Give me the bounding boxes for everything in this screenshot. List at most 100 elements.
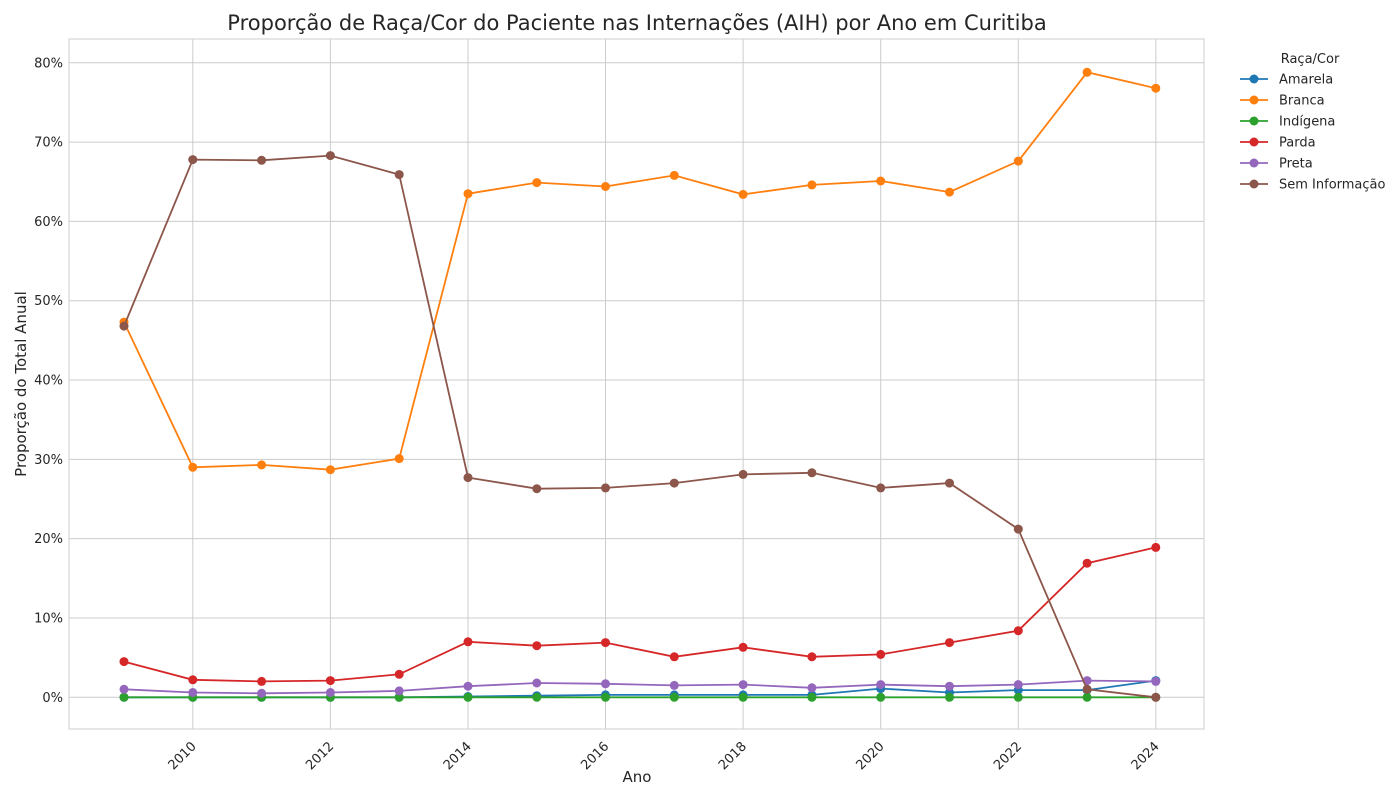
data-point-branca <box>807 180 817 190</box>
data-point-sem-informacao <box>601 483 610 493</box>
data-point-preta <box>601 679 610 689</box>
series-line-branca <box>123 71 1157 471</box>
legend-swatch-marker <box>1249 74 1259 84</box>
legend-label: Indígena <box>1279 115 1335 130</box>
data-point-sem-informacao <box>1013 524 1023 534</box>
data-point-indigena <box>945 692 954 702</box>
data-point-sem-informacao <box>257 155 267 165</box>
data-point-indigena <box>463 692 473 702</box>
x-tick-label: 2016 <box>578 739 612 773</box>
legend-item-amarela: Amarela <box>1240 73 1333 88</box>
data-point-indigena <box>807 692 817 702</box>
x-axis-label: Ano <box>623 768 652 786</box>
data-point-preta <box>532 678 542 688</box>
data-point-sem-informacao <box>876 483 886 493</box>
y-axis-label: Proporção do Total Anual <box>12 291 30 477</box>
chart-title: Proporção de Raça/Cor do Paciente nas In… <box>227 11 1046 35</box>
x-tick-label: 2014 <box>441 739 475 773</box>
data-point-branca <box>876 176 886 186</box>
data-point-sem-informacao <box>463 473 473 483</box>
data-point-sem-informacao <box>119 321 129 331</box>
data-point-preta <box>188 688 198 697</box>
data-point-parda <box>601 638 610 648</box>
data-point-parda <box>945 638 954 648</box>
data-point-branca <box>1082 67 1092 77</box>
data-point-preta <box>257 688 267 698</box>
data-point-branca <box>601 182 610 191</box>
data-point-parda <box>188 675 198 685</box>
legend-item-sem-informacao: Sem Informação <box>1240 178 1386 193</box>
data-point-parda <box>876 649 886 659</box>
y-axis-ticks: 0% 10% 20% 30% 40% 50% 60% 70% 80% <box>34 56 63 705</box>
data-point-sem-informacao <box>807 468 817 478</box>
legend-swatch-marker <box>1249 158 1259 168</box>
y-tick-label: 50% <box>34 294 63 309</box>
data-point-preta <box>1151 676 1161 686</box>
data-point-parda <box>807 652 817 662</box>
data-point-branca <box>463 189 473 199</box>
y-tick-label: 40% <box>34 374 63 389</box>
x-tick-label: 2020 <box>854 739 888 773</box>
y-tick-label: 30% <box>34 453 63 468</box>
data-point-preta <box>394 686 404 696</box>
series-sem-informacao <box>119 151 1161 702</box>
y-tick-label: 60% <box>34 215 63 230</box>
x-tick-label: 2024 <box>1129 739 1163 773</box>
series-branca <box>119 67 1161 475</box>
legend-swatch-marker <box>1249 95 1259 105</box>
data-point-parda <box>532 641 542 651</box>
data-point-indigena <box>532 692 542 702</box>
data-point-preta <box>738 680 748 690</box>
legend-label: Sem Informação <box>1279 178 1386 193</box>
data-point-sem-informacao <box>532 484 542 494</box>
data-point-indigena <box>601 692 610 702</box>
series-group <box>119 67 1161 702</box>
data-point-branca <box>394 454 404 464</box>
legend-item-parda: Parda <box>1240 136 1316 151</box>
data-point-parda <box>119 657 129 667</box>
data-point-preta <box>807 683 817 693</box>
series-line-sem-informacao <box>123 154 1156 699</box>
data-point-indigena <box>394 692 404 702</box>
legend-item-branca: Branca <box>1240 94 1325 109</box>
legend-label: Parda <box>1279 136 1316 151</box>
series-preta <box>119 676 1161 698</box>
x-tick-label: 2012 <box>303 739 337 773</box>
data-point-branca <box>1151 83 1161 93</box>
x-tick-label: 2010 <box>166 739 200 773</box>
data-point-sem-informacao <box>1082 684 1092 694</box>
data-point-preta <box>119 684 129 694</box>
y-tick-label: 0% <box>42 691 63 706</box>
data-point-parda <box>325 676 335 686</box>
data-point-preta <box>325 688 335 697</box>
data-point-parda <box>1013 626 1023 636</box>
data-point-branca <box>738 189 748 199</box>
series-line-amarela <box>124 679 1156 699</box>
y-tick-label: 20% <box>34 532 63 547</box>
data-point-sem-informacao <box>325 151 335 161</box>
y-tick-label: 10% <box>34 611 63 626</box>
data-point-parda <box>1151 542 1161 552</box>
data-point-indigena <box>1013 692 1023 702</box>
series-parda <box>119 542 1161 686</box>
data-point-branca <box>325 465 335 475</box>
data-point-sem-informacao <box>669 478 679 488</box>
data-point-indigena <box>1082 692 1092 702</box>
y-tick-label: 80% <box>34 56 63 71</box>
data-point-branca <box>669 170 679 180</box>
data-point-branca <box>257 460 267 470</box>
legend: Raça/Cor Amarela Branca Indígena Parda Preta… <box>1240 52 1386 193</box>
legend-title: Raça/Cor <box>1281 52 1340 67</box>
data-point-parda <box>394 669 404 679</box>
data-point-preta <box>463 681 473 691</box>
data-point-sem-informacao <box>188 155 198 165</box>
data-point-parda <box>463 637 473 647</box>
series-line-parda <box>123 546 1157 683</box>
data-point-preta <box>1013 680 1023 690</box>
y-tick-label: 70% <box>34 136 63 151</box>
legend-swatch-marker <box>1249 137 1259 147</box>
data-point-sem-informacao <box>945 478 954 488</box>
data-point-sem-informacao <box>1151 692 1161 702</box>
data-point-preta <box>945 681 954 691</box>
data-point-indigena <box>669 692 679 702</box>
